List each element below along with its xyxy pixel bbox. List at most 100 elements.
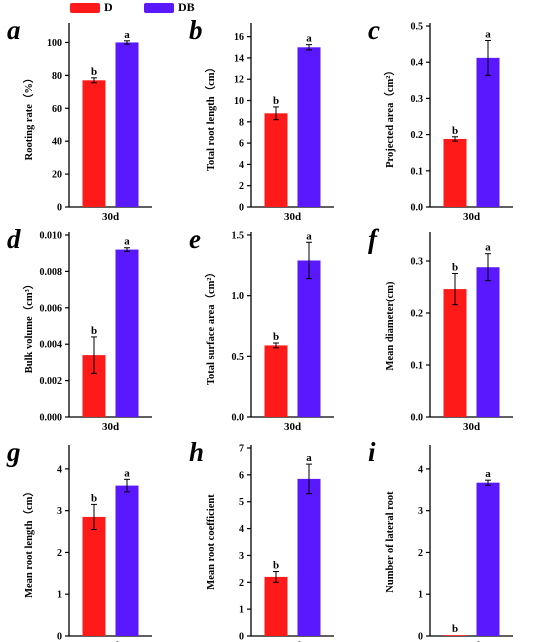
- panel-letter-h: h: [189, 437, 204, 467]
- sig-label-e-db: a: [306, 230, 312, 242]
- sig-label-b-db: a: [306, 33, 312, 45]
- panel-letter-d: d: [7, 224, 21, 254]
- bar-d-d: [82, 355, 106, 417]
- y-tick-label-e-2: 1.0: [232, 291, 245, 302]
- x-label-a: 30d: [102, 211, 119, 223]
- y-tick-label-i-0: 0: [418, 632, 423, 642]
- bar-a-db: [115, 42, 139, 207]
- bar-d-db: [115, 249, 139, 417]
- y-tick-label-h-2: 2: [239, 578, 244, 589]
- x-label-c: 30d: [463, 211, 480, 223]
- y-tick-label-c-0: 0.0: [411, 203, 424, 214]
- sig-label-a-d: b: [91, 66, 97, 78]
- y-tick-label-g-1: 1: [57, 590, 62, 601]
- y-axis-title-c: Projected area（cm²）: [383, 65, 396, 168]
- sig-label-c-d: b: [452, 125, 458, 137]
- bar-e-d: [264, 345, 288, 417]
- sig-label-a-db: a: [124, 29, 130, 41]
- bar-h-d: [264, 576, 288, 636]
- bar-e-db: [297, 260, 321, 417]
- y-tick-label-h-7: 7: [239, 444, 244, 455]
- bar-i-db: [476, 482, 500, 636]
- y-tick-label-f-1: 0.1: [411, 361, 424, 372]
- y-axis-title-g: Mean root length（cm）: [22, 486, 35, 598]
- y-tick-label-h-5: 5: [239, 497, 244, 508]
- y-tick-label-h-1: 1: [239, 605, 244, 616]
- x-label-b: 30d: [284, 211, 301, 223]
- legend-swatch-db: [144, 3, 174, 13]
- y-tick-label-a-2: 40: [52, 137, 62, 148]
- y-tick-label-f-3: 0.3: [411, 257, 424, 268]
- sig-label-d-db: a: [124, 236, 130, 248]
- y-tick-label-h-3: 3: [239, 551, 244, 562]
- y-tick-label-g-0: 0: [57, 632, 62, 642]
- y-tick-label-a-4: 80: [52, 71, 62, 82]
- y-tick-label-c-4: 0.4: [411, 58, 424, 69]
- panel-letter-g: g: [6, 437, 21, 467]
- y-tick-label-c-2: 0.2: [411, 130, 424, 141]
- y-tick-label-d-1: 0.002: [40, 376, 63, 387]
- y-tick-label-a-3: 60: [52, 104, 62, 115]
- sig-label-b-d: b: [273, 95, 279, 107]
- x-label-h: 30d: [284, 640, 301, 642]
- sig-label-i-db: a: [485, 468, 491, 480]
- y-tick-label-h-4: 4: [239, 524, 244, 535]
- sig-label-h-db: a: [306, 452, 312, 464]
- x-label-d: 30d: [102, 421, 119, 433]
- bar-g-db: [115, 485, 139, 636]
- panel-letter-b: b: [189, 15, 203, 45]
- panel-letter-a: a: [7, 15, 21, 45]
- y-tick-label-f-2: 0.2: [411, 309, 424, 320]
- y-tick-label-h-6: 6: [239, 470, 244, 481]
- y-tick-label-g-4: 4: [57, 464, 62, 475]
- y-tick-label-c-3: 0.3: [411, 94, 424, 105]
- y-tick-label-d-3: 0.006: [40, 303, 63, 314]
- y-tick-label-e-3: 1.5: [232, 231, 245, 242]
- y-tick-label-b-8: 16: [234, 32, 244, 43]
- bar-f-d: [443, 289, 467, 417]
- x-label-i: 30d: [463, 640, 480, 642]
- bar-i-d: [443, 635, 467, 636]
- panel-letter-f: f: [368, 224, 380, 254]
- y-tick-label-f-0: 0.0: [411, 413, 424, 424]
- y-axis-title-d: Bulk volume（cm³）: [22, 279, 35, 373]
- y-tick-label-e-0: 0.0: [232, 413, 245, 424]
- y-tick-label-b-4: 8: [239, 117, 244, 128]
- sig-label-i-d: b: [452, 623, 458, 635]
- sig-label-d-d: b: [91, 325, 97, 337]
- bar-c-d: [443, 138, 467, 207]
- panel-letter-i: i: [368, 437, 376, 467]
- bar-h-db: [297, 478, 321, 636]
- y-tick-label-a-5: 100: [47, 38, 62, 49]
- y-tick-label-g-2: 2: [57, 548, 62, 559]
- bar-f-db: [476, 267, 500, 417]
- sig-label-g-d: b: [91, 492, 97, 504]
- y-tick-label-g-3: 3: [57, 506, 62, 517]
- y-axis-title-a: Rooting rate（%）: [22, 73, 35, 161]
- bar-g-d: [82, 516, 106, 636]
- y-tick-label-b-0: 0: [239, 203, 244, 214]
- y-tick-label-i-4: 4: [418, 464, 423, 475]
- bar-a-d: [82, 80, 106, 207]
- y-axis-title-e: Total surface area（cm²）: [204, 267, 217, 385]
- y-tick-label-a-0: 0: [57, 203, 62, 214]
- bar-b-db: [297, 47, 321, 208]
- y-tick-label-d-5: 0.010: [40, 231, 63, 242]
- y-tick-label-b-7: 14: [234, 53, 244, 64]
- x-label-g: 30d: [102, 640, 119, 642]
- legend: D DB: [70, 0, 230, 15]
- y-axis-title-b: Total root length（cm）: [204, 62, 217, 171]
- x-label-f: 30d: [463, 421, 480, 433]
- y-axis-title-h: Mean root coefficient: [206, 494, 217, 590]
- y-axis-title-i: Number of lateral root: [385, 491, 396, 593]
- y-tick-label-h-0: 0: [239, 632, 244, 642]
- legend-swatch-d: [70, 3, 100, 13]
- y-tick-label-c-1: 0.1: [411, 166, 424, 177]
- y-tick-label-e-1: 0.5: [232, 352, 245, 363]
- sig-label-e-d: b: [273, 331, 279, 343]
- y-tick-label-b-6: 12: [234, 75, 244, 86]
- legend-label-db: DB: [178, 0, 195, 14]
- y-tick-label-b-3: 6: [239, 139, 244, 150]
- y-tick-label-b-5: 10: [234, 96, 244, 107]
